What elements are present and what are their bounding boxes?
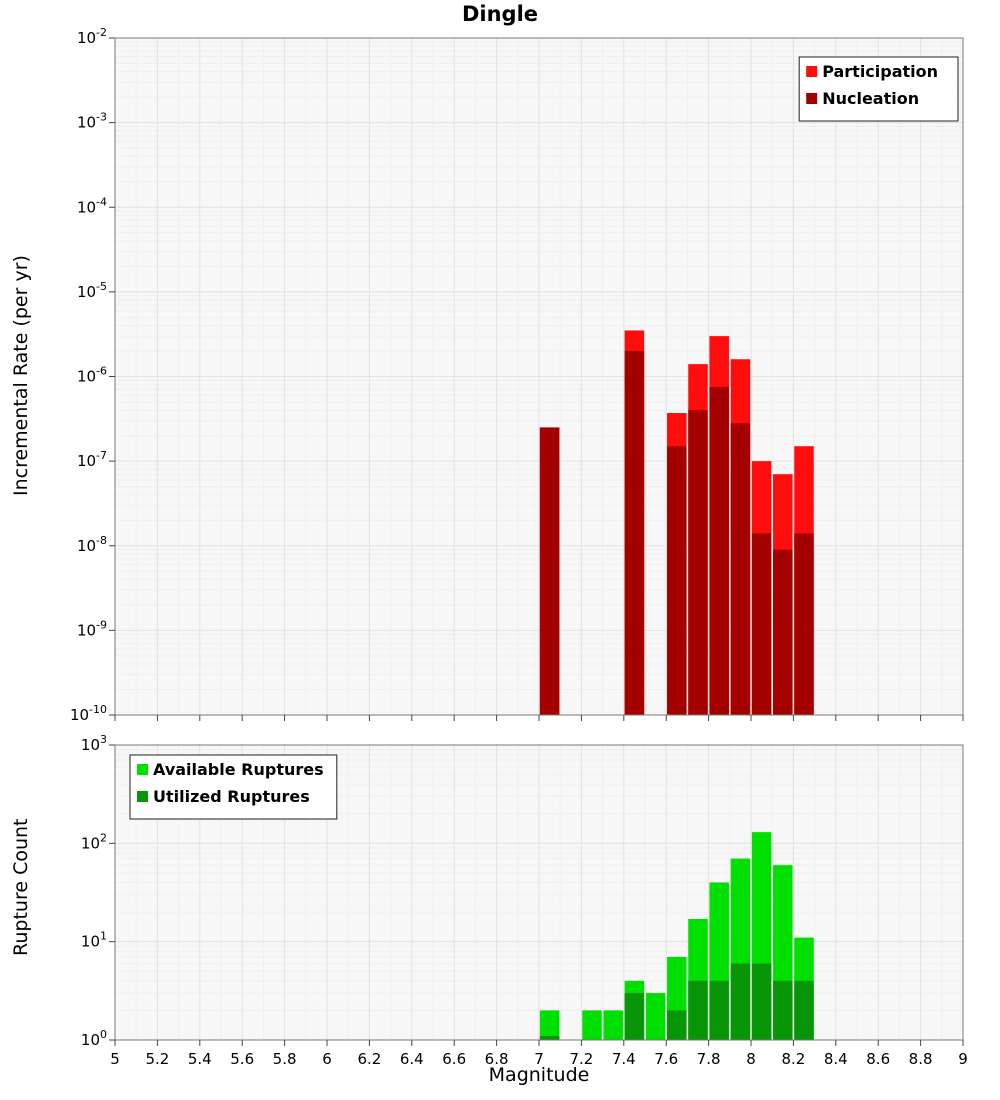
y-tick-label: 10-2 <box>77 26 107 47</box>
bar-nucleation <box>709 387 729 715</box>
x-tick-label: 5.8 <box>273 1050 297 1068</box>
y-tick-label: 10-4 <box>77 195 107 216</box>
y-tick-exponent: 2 <box>100 831 107 844</box>
x-tick-label: 5.4 <box>188 1050 212 1068</box>
y-tick-label: 10-7 <box>77 449 107 470</box>
x-tick-label: 8.4 <box>824 1050 848 1068</box>
y-tick-exponent: -3 <box>96 111 107 124</box>
bar-nucleation <box>624 351 645 715</box>
legend-swatch-participation <box>806 66 818 77</box>
bar-nucleation <box>688 410 708 715</box>
x-tick-label: 7.4 <box>612 1050 636 1068</box>
bar-utilized-ruptures <box>709 980 729 1040</box>
x-tick-label: 5 <box>110 1050 120 1068</box>
x-tick-label: 9 <box>958 1050 968 1068</box>
y-tick-label: 103 <box>81 733 107 754</box>
x-tick-label: 8 <box>746 1050 756 1068</box>
bar-nucleation <box>773 549 793 715</box>
x-tick-label: 7.2 <box>569 1050 593 1068</box>
legend-label-nucleation: Nucleation <box>822 89 919 108</box>
x-tick-label: 6.6 <box>442 1050 466 1068</box>
bar-utilized-ruptures <box>751 963 772 1040</box>
bar-available-ruptures <box>603 1010 623 1040</box>
x-tick-label: 7.8 <box>697 1050 721 1068</box>
x-tick-label: 8.8 <box>909 1050 933 1068</box>
legend-swatch-utilized-ruptures <box>137 791 148 802</box>
x-tick-label: 6.4 <box>400 1050 424 1068</box>
y-tick-exponent: -8 <box>96 534 107 547</box>
bar-utilized-ruptures <box>667 1010 687 1040</box>
bar-available-ruptures <box>582 1010 602 1040</box>
x-tick-label: 7 <box>534 1050 544 1068</box>
y-tick-exponent: -9 <box>96 618 107 631</box>
bar-utilized-ruptures <box>539 1036 560 1040</box>
bar-utilized-ruptures <box>730 963 751 1040</box>
bar-utilized-ruptures <box>773 980 793 1040</box>
bar-available-ruptures <box>645 993 666 1040</box>
x-axis-label-magnitude: Magnitude <box>488 1064 590 1086</box>
bar-utilized-ruptures <box>624 993 645 1040</box>
legend-swatch-nucleation <box>806 93 818 104</box>
legend-label-utilized-ruptures: Utilized Ruptures <box>153 787 310 806</box>
y-tick-exponent: -10 <box>89 703 107 716</box>
bar-nucleation <box>751 533 772 715</box>
legend-label-participation: Participation <box>822 62 938 81</box>
legend-label-available-ruptures: Available Ruptures <box>153 760 324 779</box>
y-tick-label: 102 <box>81 831 107 852</box>
x-tick-label: 8.6 <box>866 1050 890 1068</box>
y-tick-label: 10-8 <box>77 534 107 555</box>
bar-nucleation <box>539 427 560 715</box>
x-tick-label: 6 <box>322 1050 332 1068</box>
bar-utilized-ruptures <box>794 980 814 1040</box>
bar-utilized-ruptures <box>688 980 708 1040</box>
chart-title: Dingle <box>461 2 539 26</box>
legend-box <box>798 56 959 122</box>
y-tick-label: 10-5 <box>77 280 107 301</box>
y-tick-exponent: -5 <box>96 280 107 293</box>
y-tick-exponent: -2 <box>96 26 107 39</box>
y-tick-exponent: 3 <box>100 733 107 746</box>
y-tick-label: 101 <box>81 930 107 951</box>
y-tick-exponent: -7 <box>96 449 107 462</box>
y-tick-exponent: -6 <box>96 365 107 378</box>
x-tick-label: 5.2 <box>145 1050 169 1068</box>
bar-nucleation <box>730 423 751 715</box>
legend-box <box>129 754 338 820</box>
y-tick-exponent: 1 <box>100 930 107 943</box>
y-tick-exponent: -4 <box>96 195 107 208</box>
bar-available-ruptures <box>539 1010 560 1040</box>
legend-swatch-available-ruptures <box>137 764 148 775</box>
x-tick-label: 6.2 <box>357 1050 381 1068</box>
x-tick-label: 8.2 <box>781 1050 805 1068</box>
x-tick-label: 6.8 <box>485 1050 509 1068</box>
y-tick-label: 10-9 <box>77 618 107 639</box>
y-tick-label: 10-6 <box>77 365 107 386</box>
bar-nucleation <box>794 533 814 715</box>
y-tick-label: 10-3 <box>77 111 107 132</box>
x-tick-label: 7.6 <box>654 1050 678 1068</box>
x-tick-label: 5.6 <box>230 1050 254 1068</box>
y-tick-label: 10-10 <box>70 703 107 724</box>
bar-nucleation <box>667 446 687 715</box>
y-tick-exponent: 0 <box>100 1028 107 1041</box>
y-tick-label: 100 <box>81 1028 107 1049</box>
